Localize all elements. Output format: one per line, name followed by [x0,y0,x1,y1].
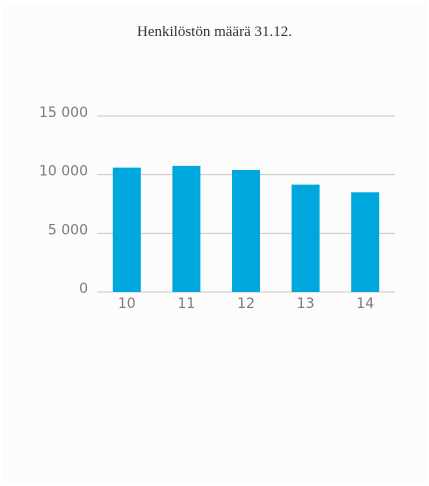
x-tick-label: 11 [177,296,195,312]
y-tick-label: 15 000 [39,105,88,121]
y-tick-label: 10 000 [39,164,88,180]
x-tick-label: 14 [356,296,374,312]
chart-title: Henkilöstön määrä 31.12. [137,24,292,40]
x-tick-label: 12 [237,296,255,312]
bar-chart: 0 5 000 10 000 15 000 10 11 12 13 14 [39,105,395,312]
bars [112,165,380,292]
bar-13 [291,184,320,292]
y-tick-label: 5 000 [48,222,88,238]
y-axis-ticks: 0 5 000 10 000 15 000 [39,105,88,297]
bar-11 [172,165,201,292]
x-tick-label: 10 [118,296,136,312]
bar-12 [232,169,260,292]
bar-14 [351,192,380,292]
x-axis-ticks: 10 11 12 13 14 [118,296,374,312]
x-tick-label: 13 [297,296,315,312]
chart-panel: Henkilöstön määrä 31.12. 0 5 000 10 000 15 … [2,2,427,482]
bar-10 [112,167,141,292]
y-tick-label: 0 [79,281,88,297]
